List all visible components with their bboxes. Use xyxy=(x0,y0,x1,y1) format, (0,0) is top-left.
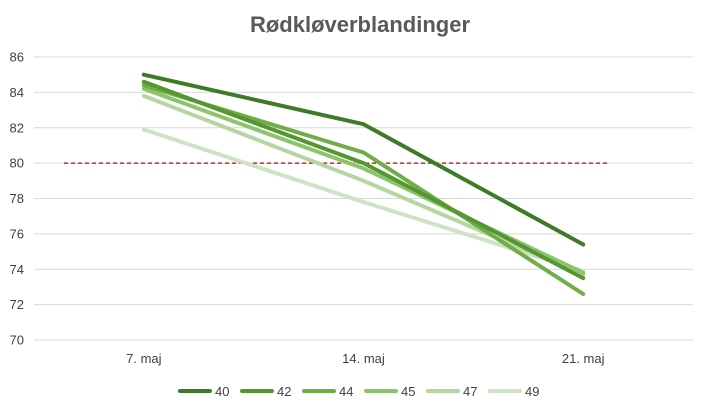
series-line-40 xyxy=(141,72,586,247)
y-tick-label: 80 xyxy=(10,156,24,171)
y-tick-label: 74 xyxy=(10,262,24,277)
series-lines xyxy=(141,72,586,296)
legend-label-45: 45 xyxy=(401,384,415,399)
series-line-44 xyxy=(141,83,586,296)
x-axis-ticks: 7. maj 14. maj 21. maj xyxy=(126,351,604,366)
x-tick-label: 21. maj xyxy=(562,351,605,366)
y-tick-label: 76 xyxy=(10,226,24,241)
legend-label-42: 42 xyxy=(277,384,291,399)
legend-label-47: 47 xyxy=(463,384,477,399)
legend: 40 42 44 45 47 49 xyxy=(178,384,539,399)
y-tick-label: 70 xyxy=(10,333,24,348)
x-tick-label: 14. maj xyxy=(342,351,385,366)
y-tick-label: 78 xyxy=(10,191,24,206)
x-tick-label: 7. maj xyxy=(126,351,162,366)
y-axis-ticks: 70 72 74 76 78 80 82 84 86 xyxy=(10,50,24,348)
legend-label-44: 44 xyxy=(339,384,353,399)
series-line-47 xyxy=(141,93,586,277)
y-tick-label: 72 xyxy=(10,297,24,312)
chart-title: Rødkløverblandinger xyxy=(250,12,470,37)
series-line-42 xyxy=(141,79,586,281)
y-tick-label: 82 xyxy=(10,120,24,135)
y-tick-label: 86 xyxy=(10,50,24,65)
legend-label-49: 49 xyxy=(525,384,539,399)
legend-label-40: 40 xyxy=(215,384,229,399)
gridlines xyxy=(34,56,693,341)
y-tick-label: 84 xyxy=(10,85,24,100)
